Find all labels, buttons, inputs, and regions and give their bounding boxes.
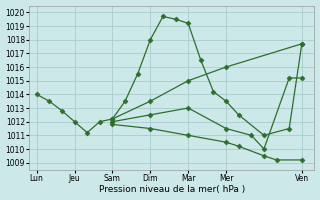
X-axis label: Pression niveau de la mer( hPa ): Pression niveau de la mer( hPa )	[99, 185, 245, 194]
